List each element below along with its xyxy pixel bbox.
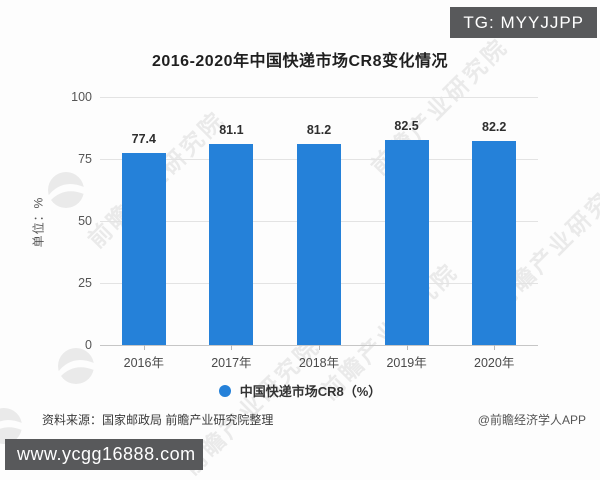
tg-contact-badge: TG: MYYJJPP [450,7,597,38]
bar-value-label-2019年: 82.5 [394,119,419,134]
tg-contact-label: TG: MYYJJPP [463,12,584,32]
category-slot-2016年: 77.4 2016年 [100,97,188,370]
x-tick-2019年 [406,345,408,350]
data-source-text: 资料来源：国家邮政局 前瞻产业研究院整理 [42,413,274,427]
x-tick-label-2019年: 2019年 [386,356,427,370]
x-tick-2017年 [231,345,233,350]
bar-2019年 [384,140,429,345]
legend-series-label: 中国快递市场CR8（%） [239,384,382,399]
website-banner: www.ycgg16888.com [5,439,203,470]
y-axis-tick-labels: 0 25 50 75 100 [28,90,92,352]
plot-area: 77.4 2016年 81.1 2017年 81.2 2018年 82.5 2019年 82.2… [100,97,538,370]
x-tick-label-2020年: 2020年 [474,356,515,370]
category-slot-2017年: 81.1 2017年 [188,97,276,370]
bar-value-label-2016年: 77.4 [131,132,156,147]
legend-marker-icon [218,384,231,397]
y-tick-label-50: 50 [78,214,92,228]
website-url: www.ycgg16888.com [17,444,196,464]
category-slot-2020年: 82.2 2020年 [450,97,538,370]
bar-2017年 [209,143,254,345]
y-tick-label-75: 75 [78,152,92,166]
x-tick-2016年 [143,345,145,350]
y-tick-label-0: 0 [85,338,92,352]
x-tick-label-2018年: 2018年 [298,356,340,370]
gridline-y-100 [100,97,538,98]
category-slot-2019年: 82.5 2019年 [363,97,451,370]
x-tick-label-2016年: 2016年 [123,356,164,370]
x-tick-label-2017年: 2017年 [211,356,252,370]
bar-value-label-2017年: 81.1 [219,122,244,137]
category-slot-2018年: 81.2 2018年 [275,97,363,370]
bar-value-label-2018年: 81.2 [306,122,332,137]
bar-2020年 [472,141,517,345]
bar-value-label-2020年: 82.2 [482,120,507,135]
y-tick-label-100: 100 [71,90,92,104]
credit-text: @前瞻经济学人APP [477,413,586,427]
x-tick-2020年 [494,345,496,350]
watermark-logo-icon [58,348,94,384]
bar-2018年 [296,143,341,345]
x-tick-2018年 [318,345,320,350]
legend: 中国快递市场CR8（%） [0,381,600,400]
bar-2016年 [121,153,166,345]
y-tick-label-25: 25 [78,276,92,290]
chart-title: 2016-2020年中国快递市场CR8变化情况 [151,53,449,70]
